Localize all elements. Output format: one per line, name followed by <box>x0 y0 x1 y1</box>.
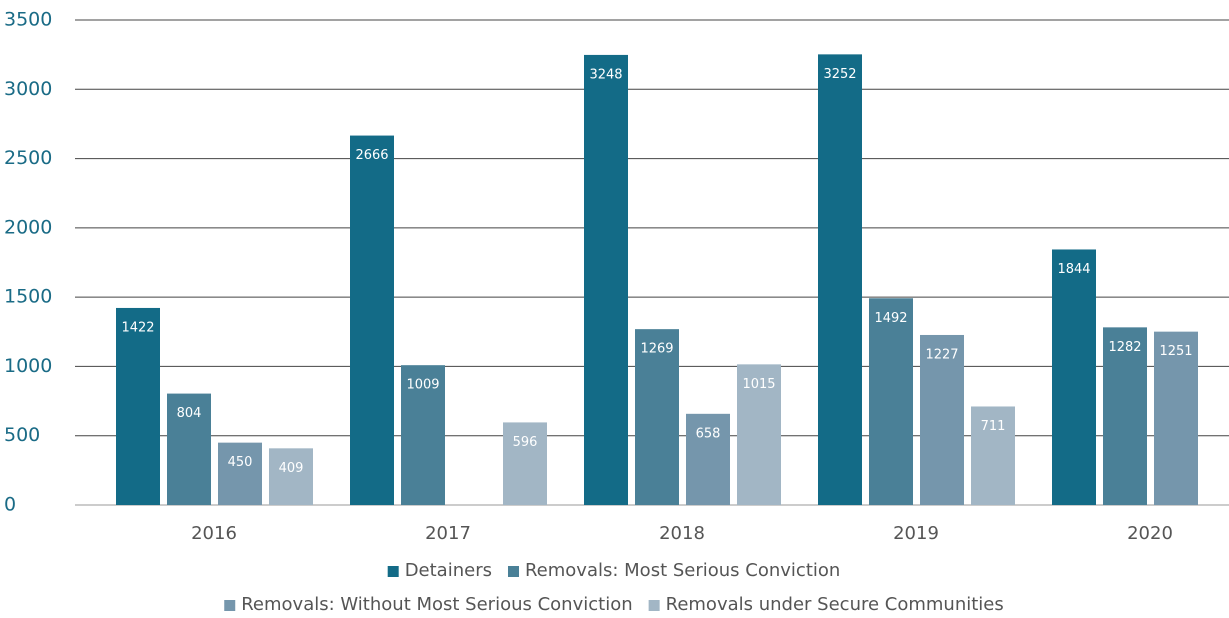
bar <box>218 442 262 505</box>
bar <box>1103 327 1147 505</box>
data-label: 1251 <box>1159 344 1192 359</box>
data-label: 1492 <box>874 311 907 326</box>
data-label: 3248 <box>589 67 622 82</box>
data-label: 1844 <box>1057 262 1090 277</box>
legend-swatch <box>648 600 660 611</box>
legend-swatch <box>224 600 236 611</box>
y-tick-label: 3000 <box>4 78 52 100</box>
bar <box>971 406 1015 505</box>
data-label: 596 <box>513 435 538 450</box>
x-tick-label: 2016 <box>191 523 237 544</box>
y-tick-label: 2000 <box>4 216 52 238</box>
bar <box>350 135 394 505</box>
legend-label: Removals: Most Serious Conviction <box>525 560 840 581</box>
bar <box>1052 249 1096 505</box>
y-tick-label: 1500 <box>4 286 52 308</box>
legend-label: Removals under Secure Communities <box>666 594 1004 615</box>
bar <box>401 365 445 505</box>
bar <box>869 298 913 505</box>
bar <box>1154 331 1198 505</box>
data-label: 1269 <box>640 342 673 357</box>
bar <box>503 422 547 505</box>
data-label: 409 <box>279 461 304 476</box>
y-tick-label: 1000 <box>4 355 52 377</box>
bar <box>269 448 313 505</box>
bar <box>167 393 211 505</box>
x-tick-label: 2018 <box>659 523 705 544</box>
legend-swatch <box>387 566 399 577</box>
bar <box>737 364 781 505</box>
y-tick-label: 3500 <box>4 9 52 31</box>
data-label: 711 <box>981 419 1006 434</box>
data-label: 1282 <box>1108 340 1141 355</box>
legend-label: Removals: Without Most Serious Convictio… <box>241 594 632 615</box>
data-label: 1015 <box>742 377 775 392</box>
bar <box>584 54 628 506</box>
data-label: 2666 <box>355 148 388 163</box>
data-label: 658 <box>696 426 721 441</box>
bar <box>920 334 964 505</box>
y-tick-label: 2500 <box>4 147 52 169</box>
bar <box>635 329 679 505</box>
x-tick-label: 2020 <box>1127 523 1173 544</box>
legend-label: Detainers <box>405 560 492 581</box>
data-label: 1009 <box>406 378 439 393</box>
x-tick-label: 2017 <box>425 523 471 544</box>
y-tick-label: 0 <box>4 494 16 516</box>
data-label: 1227 <box>925 347 958 362</box>
y-tick-label: 500 <box>4 424 40 446</box>
legend-swatch <box>507 566 519 577</box>
data-label: 3252 <box>823 67 856 82</box>
bar <box>686 413 730 505</box>
data-label: 450 <box>228 455 253 470</box>
bar <box>818 54 862 505</box>
data-label: 1422 <box>121 320 154 335</box>
data-label: 804 <box>177 406 202 421</box>
x-tick-label: 2019 <box>893 523 939 544</box>
bar <box>116 307 160 505</box>
